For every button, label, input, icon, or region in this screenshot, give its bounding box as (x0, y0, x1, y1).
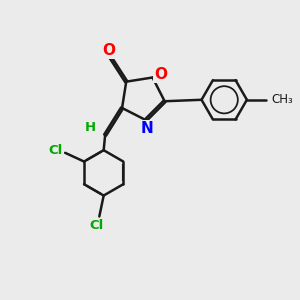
Text: Cl: Cl (90, 219, 104, 232)
Text: O: O (154, 67, 167, 82)
Text: H: H (85, 121, 96, 134)
Text: CH₃: CH₃ (271, 93, 293, 106)
Text: O: O (102, 43, 115, 58)
Text: N: N (141, 121, 154, 136)
Text: Cl: Cl (49, 144, 63, 157)
